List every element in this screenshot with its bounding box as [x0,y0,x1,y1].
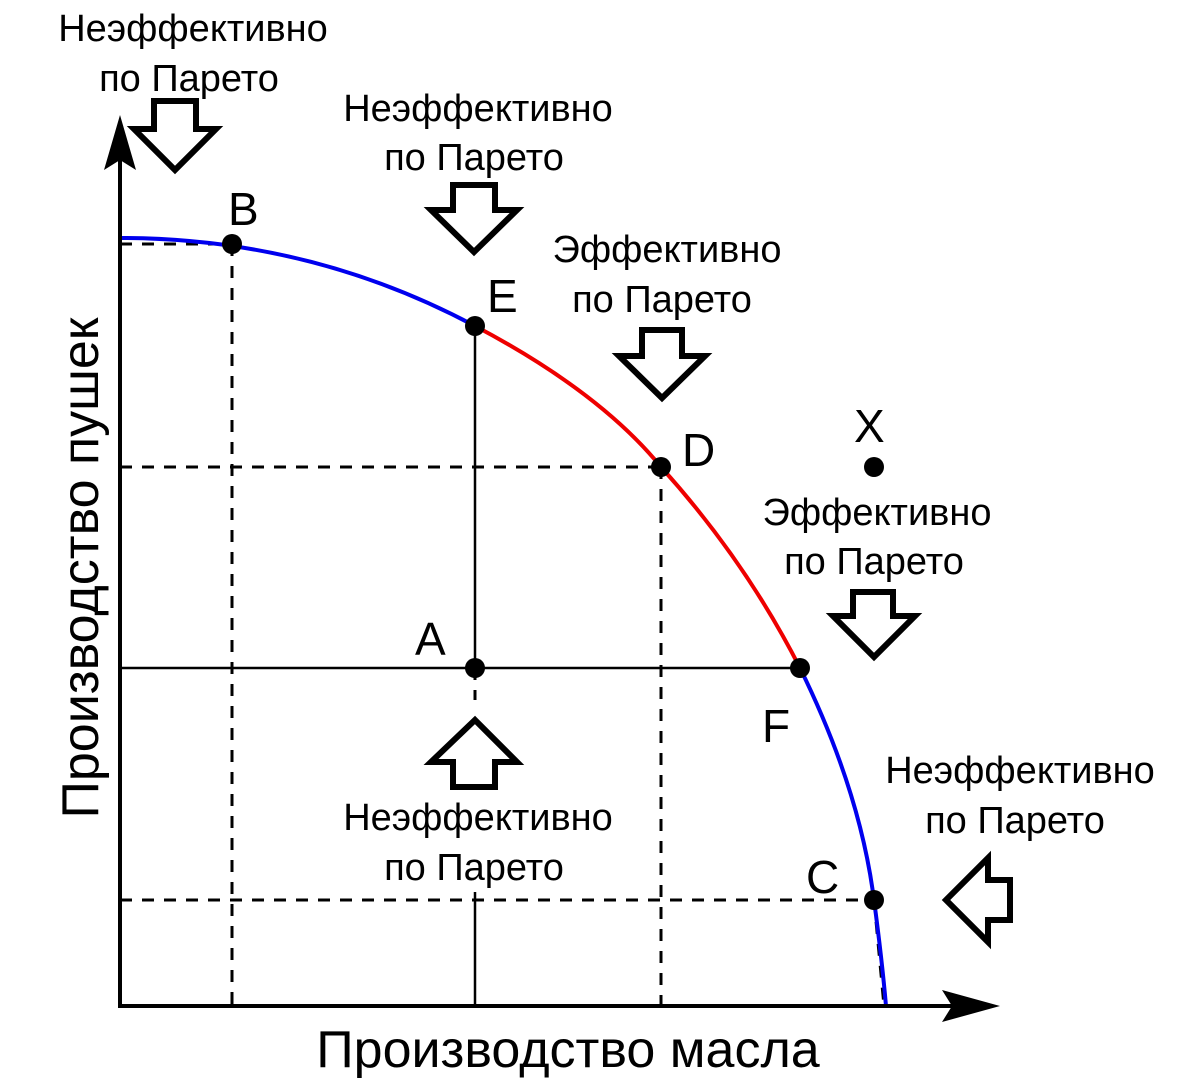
down-arrow-icon [423,182,525,257]
annotation-top-left: Неэффективно по Парето [58,8,328,175]
point-b [222,234,242,254]
note-line1: Эффективно [553,229,782,271]
down-arrow-icon [611,327,713,403]
point-label-a: A [415,613,446,665]
note-line2: по Парето [925,800,1105,842]
left-arrow-icon [941,850,1013,950]
point-x [864,457,884,477]
point-c [864,890,884,910]
note-line2: по Парето [384,847,564,889]
y-axis-arrowhead [104,115,136,170]
up-arrow-icon [423,715,525,790]
point-f [790,658,810,678]
dashed-guides [120,242,886,1007]
note-line1: Эффективно [763,492,992,534]
point-a [465,658,485,678]
annotation-efficient-right: Эффективно по Парето [763,492,992,662]
down-arrow-icon [126,98,224,175]
point-e [465,316,485,336]
x-axis-label: Производство масла [316,1021,820,1079]
frontier-segment-lower [798,667,888,1007]
note-line1: Неэффективно [58,8,328,50]
point-labels: B E D A F C X [228,183,885,903]
annotation-bottom-right: Неэффективно по Парето [885,750,1155,950]
note-line2: по Парето [384,137,564,179]
note-line2: по Парето [99,58,279,100]
x-axis-arrowhead [942,990,1000,1022]
point-label-x: X [854,400,885,452]
point-label-c: C [806,851,839,903]
frontier-segment-upper [119,236,476,328]
point-label-d: D [682,424,715,476]
points [222,234,884,910]
note-line1: Неэффективно [343,797,613,839]
note-line2: по Парето [784,541,964,583]
point-label-b: B [228,183,259,235]
note-line1: Неэффективно [885,750,1155,792]
down-arrow-icon [825,589,923,662]
y-axis-label: Производство пушек [52,317,110,818]
note-line1: Неэффективно [343,88,613,130]
annotation-efficient-upper: Эффективно по Парето [553,229,782,403]
annotation-top-middle: Неэффективно по Парето [343,88,613,257]
point-label-f: F [762,700,790,752]
note-line2: по Парето [572,279,752,321]
frontier-curve [119,236,888,1007]
axes [104,115,1000,1022]
annotation-bottom-middle: Неэффективно по Парето [343,715,613,889]
solid-guides [120,326,800,1006]
point-d [651,457,671,477]
point-label-e: E [487,270,518,322]
